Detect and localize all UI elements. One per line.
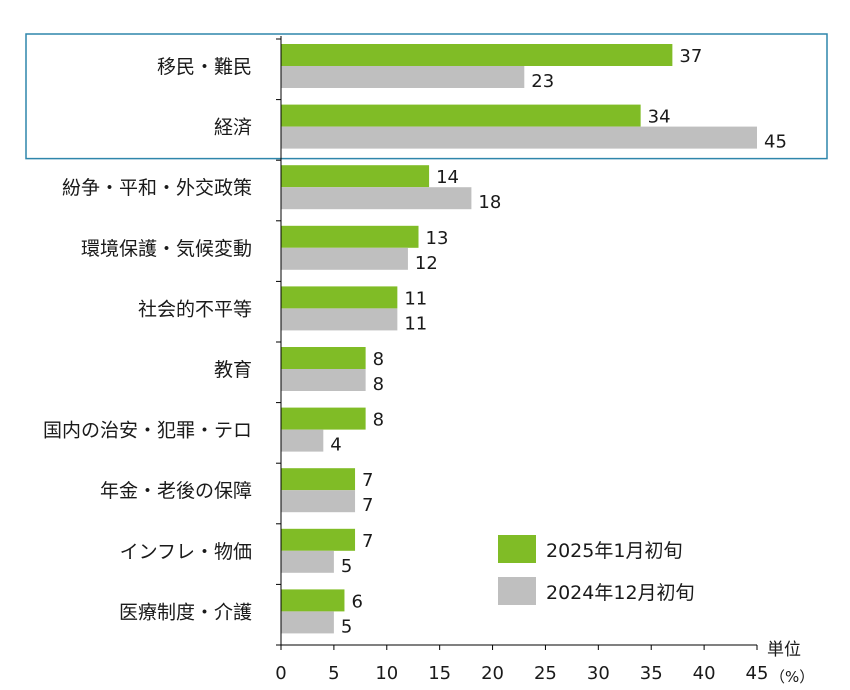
x-tick-label: 45: [746, 663, 769, 684]
category-label: インフレ・物価: [120, 541, 252, 563]
data-label: 45: [764, 132, 787, 153]
data-label: 34: [648, 107, 671, 128]
data-label: 14: [436, 167, 459, 188]
bar-series1: [281, 589, 345, 612]
data-label: 8: [373, 349, 384, 370]
data-label: 5: [341, 556, 352, 577]
x-tick-label: 20: [481, 663, 504, 684]
data-label: 23: [531, 71, 554, 92]
bar-series1: [281, 528, 356, 551]
data-label: 12: [415, 253, 438, 274]
data-label: 11: [404, 313, 427, 334]
data-label: 4: [330, 435, 341, 456]
bar-series2: [281, 66, 525, 88]
bar-series1: [281, 468, 356, 491]
data-label: 7: [362, 470, 373, 491]
bar-series1: [281, 407, 366, 430]
x-tick-label: 40: [693, 663, 716, 684]
data-label: 7: [362, 531, 373, 552]
category-label: 教育: [214, 359, 252, 381]
legend-swatch: [498, 577, 536, 605]
data-label: 5: [341, 616, 352, 637]
data-label: 8: [373, 410, 384, 431]
data-label: 8: [373, 374, 384, 395]
bar-series2: [281, 550, 334, 573]
x-tick-label: 30: [587, 663, 610, 684]
x-tick-label: 15: [428, 663, 451, 684]
data-label: 18: [478, 192, 501, 213]
legend-label: 2025年1月初旬: [546, 540, 682, 562]
unit-label: 単位: [767, 640, 801, 660]
x-tick-label: 5: [328, 663, 339, 684]
bar-series2: [281, 187, 472, 210]
x-tick-label: 35: [640, 663, 663, 684]
category-label: 環境保護・気候変動: [81, 238, 252, 260]
bar-series2: [281, 369, 366, 391]
category-label: 移民・難民: [157, 56, 252, 78]
bar-series1: [281, 347, 366, 369]
unit-percent-label: （%）: [770, 668, 814, 686]
category-label: 社会的不平等: [138, 298, 252, 320]
legend-label: 2024年12月初旬: [546, 582, 695, 604]
x-tick-label: 0: [275, 663, 286, 684]
category-label: 年金・老後の保障: [100, 480, 252, 502]
bar-series2: [281, 429, 324, 452]
bar-series1: [281, 286, 398, 309]
bar-series2: [281, 247, 408, 270]
data-label: 37: [679, 46, 702, 67]
bar-series2: [281, 490, 356, 513]
bar-series2: [281, 308, 398, 331]
data-label: 7: [362, 495, 373, 516]
highlight-box: [25, 33, 828, 160]
legend-swatch: [498, 535, 536, 563]
bar-series2: [281, 126, 757, 149]
category-label: 紛争・平和・外交政策: [62, 177, 252, 199]
bar-series2: [281, 611, 334, 634]
data-label: 13: [426, 228, 449, 249]
bar-series1: [281, 104, 641, 127]
x-ticks: 0 5 10 15 20 25 30 35 40 45: [275, 645, 768, 684]
category-label: 経済: [214, 117, 252, 139]
data-label: 6: [351, 591, 362, 612]
category-labels: 移民・難民経済紛争・平和・外交政策環境保護・気候変動社会的不平等教育国内の治安・…: [43, 38, 281, 646]
bar-series1: [281, 225, 419, 248]
data-label: 11: [404, 288, 427, 309]
x-tick-label: 10: [375, 663, 398, 684]
category-label: 医療制度・介護: [119, 601, 252, 623]
bar-series1: [281, 165, 430, 188]
legend: 2025年1月初旬 2024年12月初旬: [498, 535, 695, 605]
category-label: 国内の治安・犯罪・テロ: [43, 420, 252, 442]
x-tick-label: 25: [534, 663, 557, 684]
bar-series1: [281, 44, 673, 66]
